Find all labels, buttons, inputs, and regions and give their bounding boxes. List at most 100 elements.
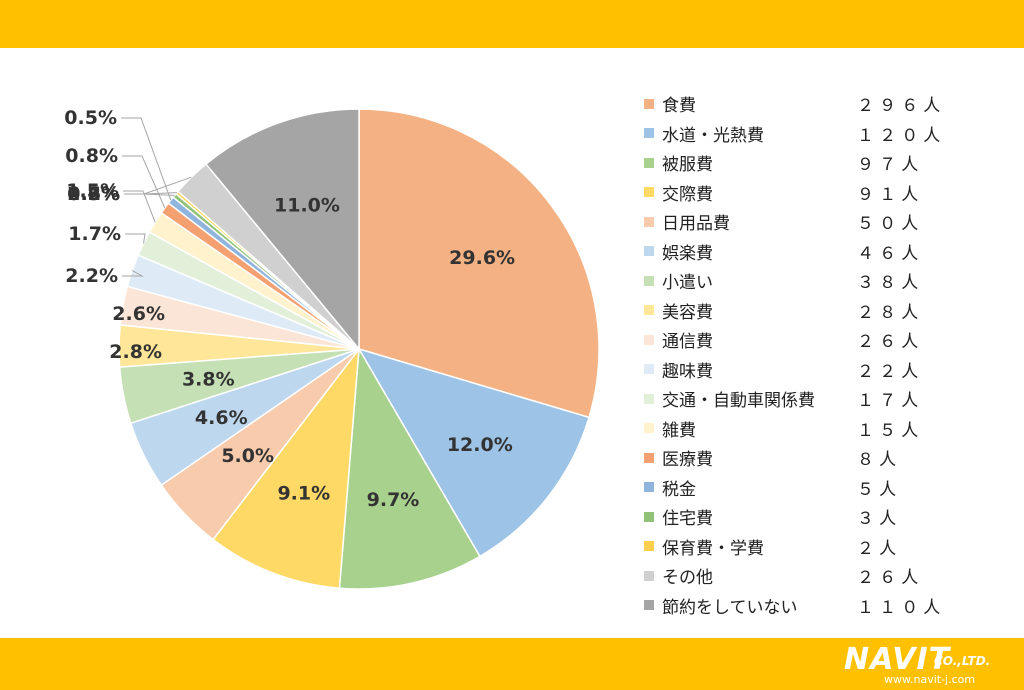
legend-count: ２６人 — [857, 332, 924, 353]
pie-slice-4 — [212, 346, 360, 590]
legend-label: 通信費 — [662, 332, 713, 353]
legend-swatch — [644, 511, 654, 522]
pie-chart: 29.6% 12.0% 9.7% 9.1%5.0% 4.6% 3.8% 2.8% 2.6% 2.… — [64, 107, 600, 590]
legend-item-6: 娯楽費 ４６人 — [644, 237, 1004, 267]
bottom-banner — [0, 638, 1024, 690]
legend-count: ２９６人 — [857, 96, 946, 117]
pie-slice-2 — [357, 347, 590, 558]
data-label-5: 5.0% — [221, 445, 274, 467]
logo-company-suffix: CO.,LTD. — [934, 654, 991, 668]
data-label-16: 0.2% — [67, 183, 120, 205]
data-label-10: 2.2% — [65, 265, 118, 287]
legend-label: 日用品費 — [662, 214, 730, 235]
legend-swatch — [644, 128, 654, 139]
leader-line-10 — [122, 270, 144, 277]
legend-item-5: 日用品費 ５０人 — [644, 207, 1004, 237]
legend-item-12: 雑費 １５人 — [644, 414, 1004, 444]
legend-count: ２２人 — [857, 361, 924, 382]
legend-count: １１０人 — [857, 597, 946, 618]
data-label-1: 29.6% — [449, 247, 515, 269]
legend-swatch — [644, 98, 654, 109]
pie-slice-1 — [358, 108, 600, 419]
leader-line-13 — [122, 155, 166, 209]
legend-swatch — [644, 482, 654, 493]
legend-label: 節約をしていない — [662, 597, 798, 618]
leader-line-17 — [124, 176, 192, 195]
legend-label: 娯楽費 — [662, 243, 713, 264]
leader-line-14 — [121, 117, 172, 201]
logo-url: www.navit-j.com — [884, 673, 976, 686]
data-label-4: 9.1% — [277, 482, 330, 504]
legend-count: ４６人 — [857, 243, 924, 264]
data-label-11: 1.7% — [68, 223, 121, 245]
data-label-3: 9.7% — [367, 489, 420, 511]
legend-item-16: 保育費・学費 ２人 — [644, 532, 1004, 562]
legend-swatch — [644, 452, 654, 463]
legend-swatch — [644, 157, 654, 168]
data-label-13: 0.8% — [65, 145, 118, 167]
legend-swatch — [644, 246, 654, 257]
legend-label: 雑費 — [662, 420, 696, 441]
legend-count: １５人 — [857, 420, 924, 441]
legend-label: 趣味費 — [662, 361, 713, 382]
legend-swatch — [644, 423, 654, 434]
legend-count: ２６人 — [857, 568, 924, 589]
data-label-6: 4.6% — [195, 407, 248, 429]
data-label-8: 2.8% — [109, 341, 162, 363]
legend-item-15: 住宅費 ３人 — [644, 502, 1004, 532]
legend-item-2: 水道・光熱費 １２０人 — [644, 119, 1004, 149]
legend-label: 保育費・学費 — [662, 538, 764, 559]
legend-swatch — [644, 364, 654, 375]
legend-item-7: 小遣い ３８人 — [644, 266, 1004, 296]
legend-label: 美容費 — [662, 302, 713, 323]
legend-count: １７人 — [857, 391, 924, 412]
legend-label: 交際費 — [662, 184, 713, 205]
legend-label: 食費 — [662, 96, 696, 117]
legend-count: ２８人 — [857, 302, 924, 323]
legend-item-14: 税金 ５人 — [644, 473, 1004, 503]
legend-swatch — [644, 275, 654, 286]
legend-swatch — [644, 334, 654, 345]
legend-item-13: 医療費 ８人 — [644, 443, 1004, 473]
legend-item-4: 交際費 ９１人 — [644, 178, 1004, 208]
legend-item-10: 趣味費 ２２人 — [644, 355, 1004, 385]
legend-label: その他 — [662, 568, 713, 589]
data-label-9: 2.6% — [112, 303, 165, 325]
legend-count: １２０人 — [857, 125, 946, 146]
top-banner — [0, 0, 1024, 48]
data-label-7: 3.8% — [182, 369, 235, 391]
pie-slice-3 — [338, 346, 481, 590]
legend-count: ８人 — [857, 450, 902, 471]
legend-label: 小遣い — [662, 273, 713, 294]
legend-swatch — [644, 393, 654, 404]
legend-item-11: 交通・自動車関係費 １７人 — [644, 384, 1004, 414]
leader-line-12 — [123, 190, 156, 223]
legend-label: 水道・光熱費 — [662, 125, 764, 146]
pie-slice-18 — [204, 108, 360, 352]
legend-count: ２人 — [857, 538, 902, 559]
data-label-14: 0.5% — [64, 107, 117, 129]
company-logo: NAVIT CO.,LTD. www.navit-j.com — [844, 643, 1019, 687]
legend-count: ５人 — [857, 479, 902, 500]
legend-label: 税金 — [662, 479, 696, 500]
leader-line-11 — [125, 233, 146, 244]
legend-item-17: その他 ２６人 — [644, 561, 1004, 591]
legend-item-3: 被服費 ９７人 — [644, 148, 1004, 178]
legend-label: 住宅費 — [662, 509, 713, 530]
legend-label: 被服費 — [662, 155, 713, 176]
legend-count: ９７人 — [857, 155, 924, 176]
legend-swatch — [644, 600, 654, 611]
legend-item-9: 通信費 ２６人 — [644, 325, 1004, 355]
legend-swatch — [644, 570, 654, 581]
legend-label: 医療費 — [662, 450, 713, 471]
legend-count: ３８人 — [857, 273, 924, 294]
data-label-15: 0.3% — [67, 183, 120, 205]
legend-swatch — [644, 541, 654, 552]
legend-swatch — [644, 216, 654, 227]
chart-legend: 食費 ２９６人水道・光熱費 １２０人被服費 ９７人 交際費 ９１人日用品費 ５０人娯楽費 ４６… — [644, 89, 1004, 620]
legend-item-8: 美容費 ２８人 — [644, 296, 1004, 326]
legend-swatch — [644, 305, 654, 316]
legend-count: ５０人 — [857, 214, 924, 235]
legend-count: ３人 — [857, 509, 902, 530]
data-label-17: 2.6% — [67, 183, 120, 205]
